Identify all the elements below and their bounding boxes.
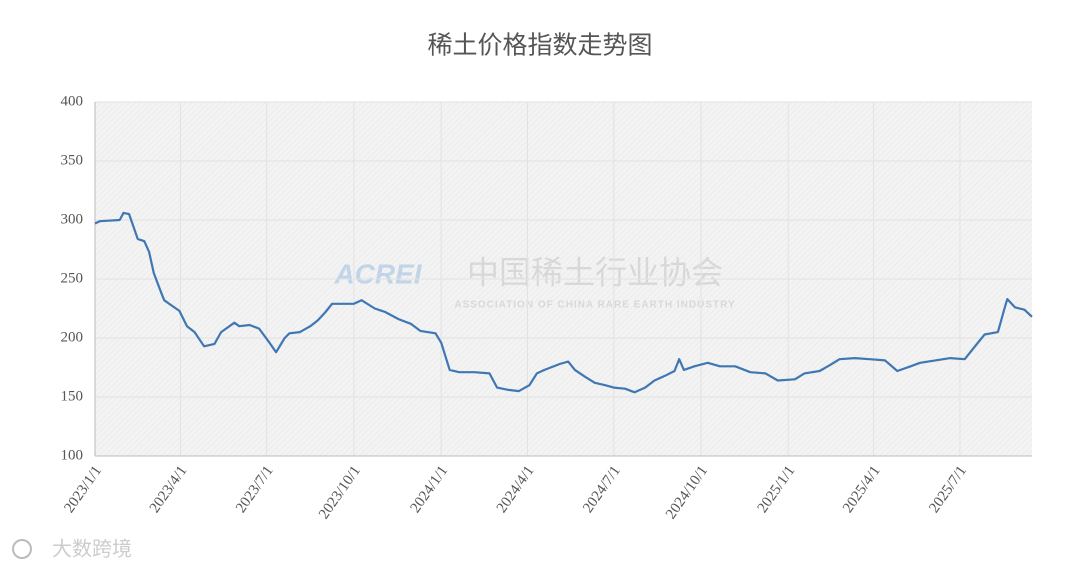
- x-tick-label: 2023/1/1: [61, 463, 105, 516]
- x-tick-label: 2024/7/1: [580, 463, 624, 516]
- watermark: ACREI 中国稀土行业协会 ASSOCIATION OF CHINA RARE…: [333, 254, 735, 311]
- price-line: [94, 211, 1033, 394]
- x-tick-label: 2023/10/1: [316, 463, 364, 522]
- footer-text: 大数跨境: [52, 537, 132, 561]
- chart-title: 稀土价格指数走势图: [427, 32, 652, 60]
- watermark-name: 中国稀土行业协会: [467, 254, 723, 290]
- footer-icon: [12, 539, 32, 559]
- y-tick-label: 100: [61, 447, 84, 463]
- y-tick-label: 250: [61, 270, 84, 286]
- x-tick-label: 2024/1/1: [408, 463, 452, 516]
- watermark-logo: ACREI: [333, 258, 422, 289]
- x-tick-label: 2023/4/1: [147, 463, 191, 516]
- y-tick-label: 350: [61, 152, 84, 168]
- y-tick-label: 400: [61, 93, 84, 109]
- x-tick-label: 2024/10/1: [663, 463, 711, 522]
- y-tick-label: 150: [61, 388, 84, 404]
- y-tick-label: 300: [61, 211, 84, 227]
- watermark-subtitle: ASSOCIATION OF CHINA RARE EARTH INDUSTRY: [454, 300, 735, 311]
- x-tick-label: 2025/4/1: [840, 463, 884, 516]
- x-tick-label: 2025/7/1: [926, 463, 970, 516]
- x-tick-label: 2024/4/1: [494, 463, 538, 516]
- x-tick-label: 2023/7/1: [233, 463, 277, 516]
- x-tick-label: 2025/1/1: [755, 463, 799, 516]
- y-tick-label: 200: [61, 329, 84, 345]
